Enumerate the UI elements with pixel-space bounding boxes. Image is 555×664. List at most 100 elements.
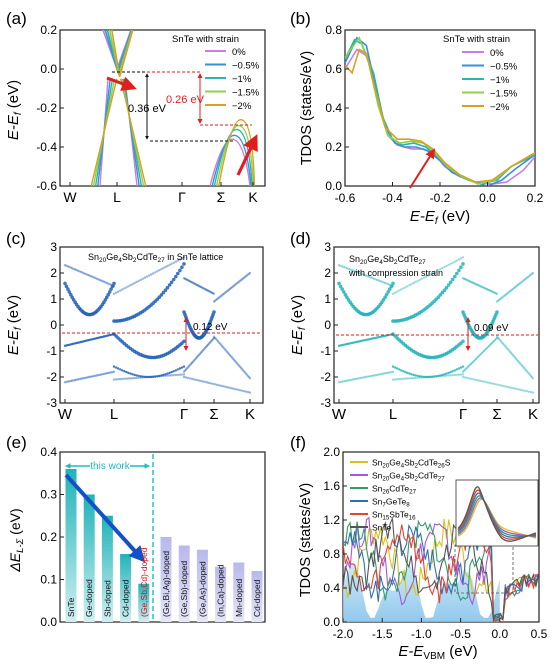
band-point [414,374,417,377]
band-point [156,375,159,378]
band-point [186,376,190,380]
band-point [220,344,223,347]
band-point [212,292,216,295]
band-point [217,297,220,300]
band-point [492,382,496,386]
band-point [424,376,428,379]
band-point [433,375,436,378]
band-point [455,373,458,377]
band-point [240,367,243,370]
a-y-tick-label: 0.2 [40,23,57,37]
band-point [525,276,528,280]
band-point [231,357,235,360]
band-point [112,292,116,295]
band-point [232,358,236,362]
band-point [78,270,81,273]
band-point [457,373,461,376]
band-point [474,283,478,286]
f-y-tick-label: 0.8 [323,547,340,561]
band-point [414,376,417,380]
band-point [514,285,518,288]
band-point [490,341,494,345]
band-point [457,258,461,261]
band-point [174,260,177,263]
band-point [366,375,369,378]
band-point [232,284,236,287]
band-point [237,281,240,284]
band-point [163,288,168,293]
band-point [436,295,441,300]
band-point [129,377,132,380]
band-point [127,285,130,288]
band-point [202,287,205,290]
d-x-tick-label: L [389,406,397,423]
band-point [400,377,403,381]
band-point [239,279,242,282]
band-point [496,336,500,340]
band-point [350,378,353,381]
band-point [81,377,84,380]
band-point [248,391,252,394]
band-point [484,380,487,384]
band-point [515,358,519,362]
band-point [81,271,84,274]
band-point [133,281,136,285]
band-point [244,390,248,393]
band-point [342,380,345,383]
band-point [189,280,193,284]
band-point [385,282,388,285]
band-point [468,377,471,380]
f-y-tick-label: 2.0 [323,445,340,459]
band-lines-a [90,30,256,186]
band-point [245,373,248,376]
band-point [422,376,426,379]
band-point [129,372,132,375]
band-point [98,278,101,282]
band-point [145,375,149,379]
band-point [410,373,413,376]
band-point [360,376,363,380]
band-point [73,268,77,271]
legend-label-f: Sn7GeTe8 [372,497,410,509]
band-point [242,369,245,373]
band-point [91,375,94,378]
a-y-tick-label: -0.6 [36,179,57,193]
band-point [478,284,482,288]
band-point [371,276,374,280]
band-point [212,310,216,314]
yticks-f: 2.0 1.6 1.2 0.8 0.4 0.0 [323,445,347,629]
band-point [213,336,217,340]
band-point [495,292,499,295]
band-point [400,288,403,291]
band-point [211,291,214,295]
band-point [105,372,109,375]
band-point [479,285,483,288]
band-point [360,272,363,275]
band-point [517,360,520,363]
band-point [380,372,384,376]
band-point [466,279,470,282]
band-point [474,357,478,361]
band-point [197,284,201,288]
band-point [112,281,116,286]
band-point [196,283,199,287]
band-point [235,388,238,391]
b-x-tick-label: 0.0 [479,191,496,205]
band-point [196,284,200,287]
band-point [95,374,98,377]
band-point [344,266,347,269]
band-point [398,368,401,371]
band-point [352,378,355,381]
band-point [143,276,147,279]
band-point [195,283,198,286]
band-point [139,278,142,282]
band-point [473,358,477,362]
band-point [182,365,186,368]
band-point [137,279,140,283]
band-point [448,280,453,285]
ylabel-b: TDOS (states/eV) [299,51,315,165]
bar-e [160,537,172,622]
band-point [170,370,173,374]
band-point [511,353,515,357]
band-point [441,266,444,270]
